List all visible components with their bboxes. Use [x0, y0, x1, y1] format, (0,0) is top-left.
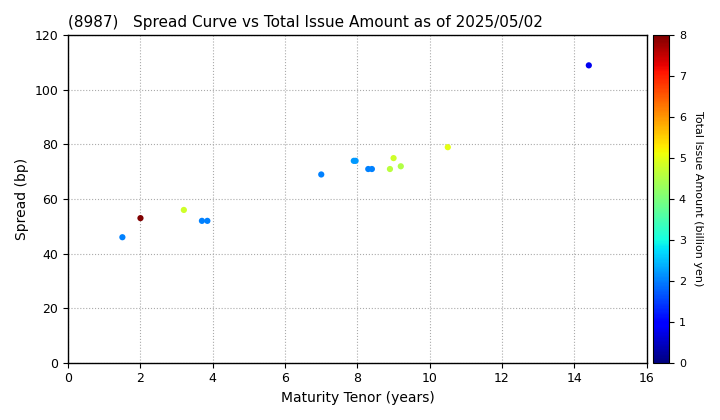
Point	[135, 215, 146, 221]
Y-axis label: Spread (bp): Spread (bp)	[15, 158, 29, 240]
Point	[348, 158, 359, 164]
Point	[117, 234, 128, 241]
Point	[196, 218, 207, 224]
Point	[202, 218, 213, 224]
Point	[442, 144, 454, 150]
Point	[315, 171, 327, 178]
X-axis label: Maturity Tenor (years): Maturity Tenor (years)	[281, 391, 434, 405]
Text: (8987)   Spread Curve vs Total Issue Amount as of 2025/05/02: (8987) Spread Curve vs Total Issue Amoun…	[68, 15, 543, 30]
Point	[350, 158, 361, 164]
Point	[384, 165, 396, 172]
Point	[395, 163, 407, 170]
Point	[366, 165, 377, 172]
Point	[362, 165, 374, 172]
Point	[178, 207, 189, 213]
Y-axis label: Total Issue Amount (billion yen): Total Issue Amount (billion yen)	[693, 111, 703, 287]
Point	[583, 62, 595, 69]
Point	[388, 155, 400, 161]
